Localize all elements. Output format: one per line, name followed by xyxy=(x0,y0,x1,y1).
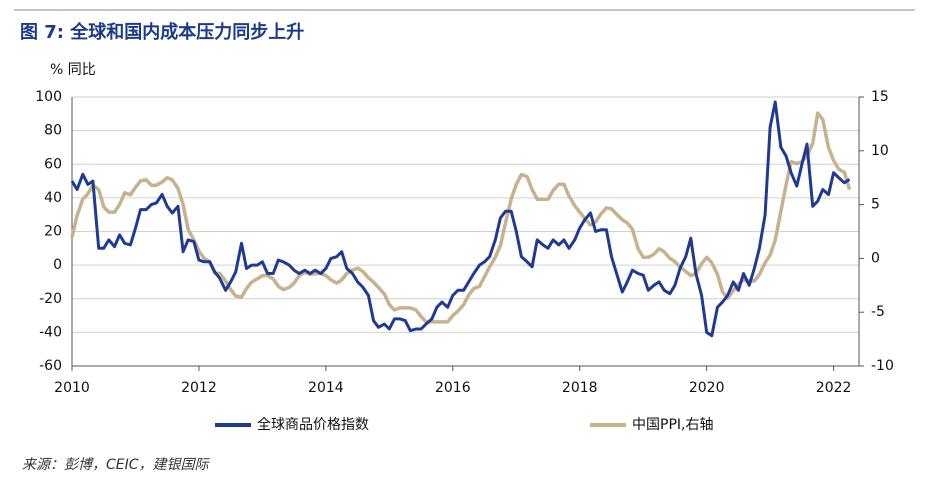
y2-tick-label: 0 xyxy=(871,250,880,266)
y2-tick-label: 15 xyxy=(871,89,889,105)
series-line xyxy=(70,111,852,324)
y2-tick-label: -5 xyxy=(871,304,885,320)
y-tick-label: 60 xyxy=(44,156,62,172)
y2-tick-label: 10 xyxy=(871,143,889,159)
y-tick-label: -20 xyxy=(39,291,62,307)
y-tick-label: 0 xyxy=(53,257,62,273)
x-tick-label: 2020 xyxy=(689,380,725,396)
x-tick-label: 2022 xyxy=(816,380,852,396)
y-tick-label: 20 xyxy=(44,224,62,240)
y-axis-label: % 同比 xyxy=(50,62,96,78)
legend-label: 全球商品价格指数 xyxy=(257,416,369,433)
y-tick-label: 40 xyxy=(44,190,62,206)
y-tick-label: -60 xyxy=(39,358,62,374)
x-tick-label: 2012 xyxy=(181,380,217,396)
y-tick-label: -40 xyxy=(39,324,62,340)
y2-tick-label: 5 xyxy=(871,197,880,213)
x-tick-label: 2010 xyxy=(54,380,90,396)
x-tick-label: 2018 xyxy=(562,380,598,396)
source: 来源：彭博，CEIC，建银国际 xyxy=(22,457,211,473)
legend-label: 中国PPI,右轴 xyxy=(632,417,713,433)
series-line xyxy=(70,100,851,338)
chart-title: 图 7: 全球和国内成本压力同步上升 xyxy=(20,21,304,43)
y2-tick-label: -10 xyxy=(871,358,894,374)
y-tick-label: 80 xyxy=(44,123,62,139)
x-tick-label: 2016 xyxy=(435,380,471,396)
x-tick-label: 2014 xyxy=(308,380,344,396)
y-tick-label: 100 xyxy=(35,89,62,105)
